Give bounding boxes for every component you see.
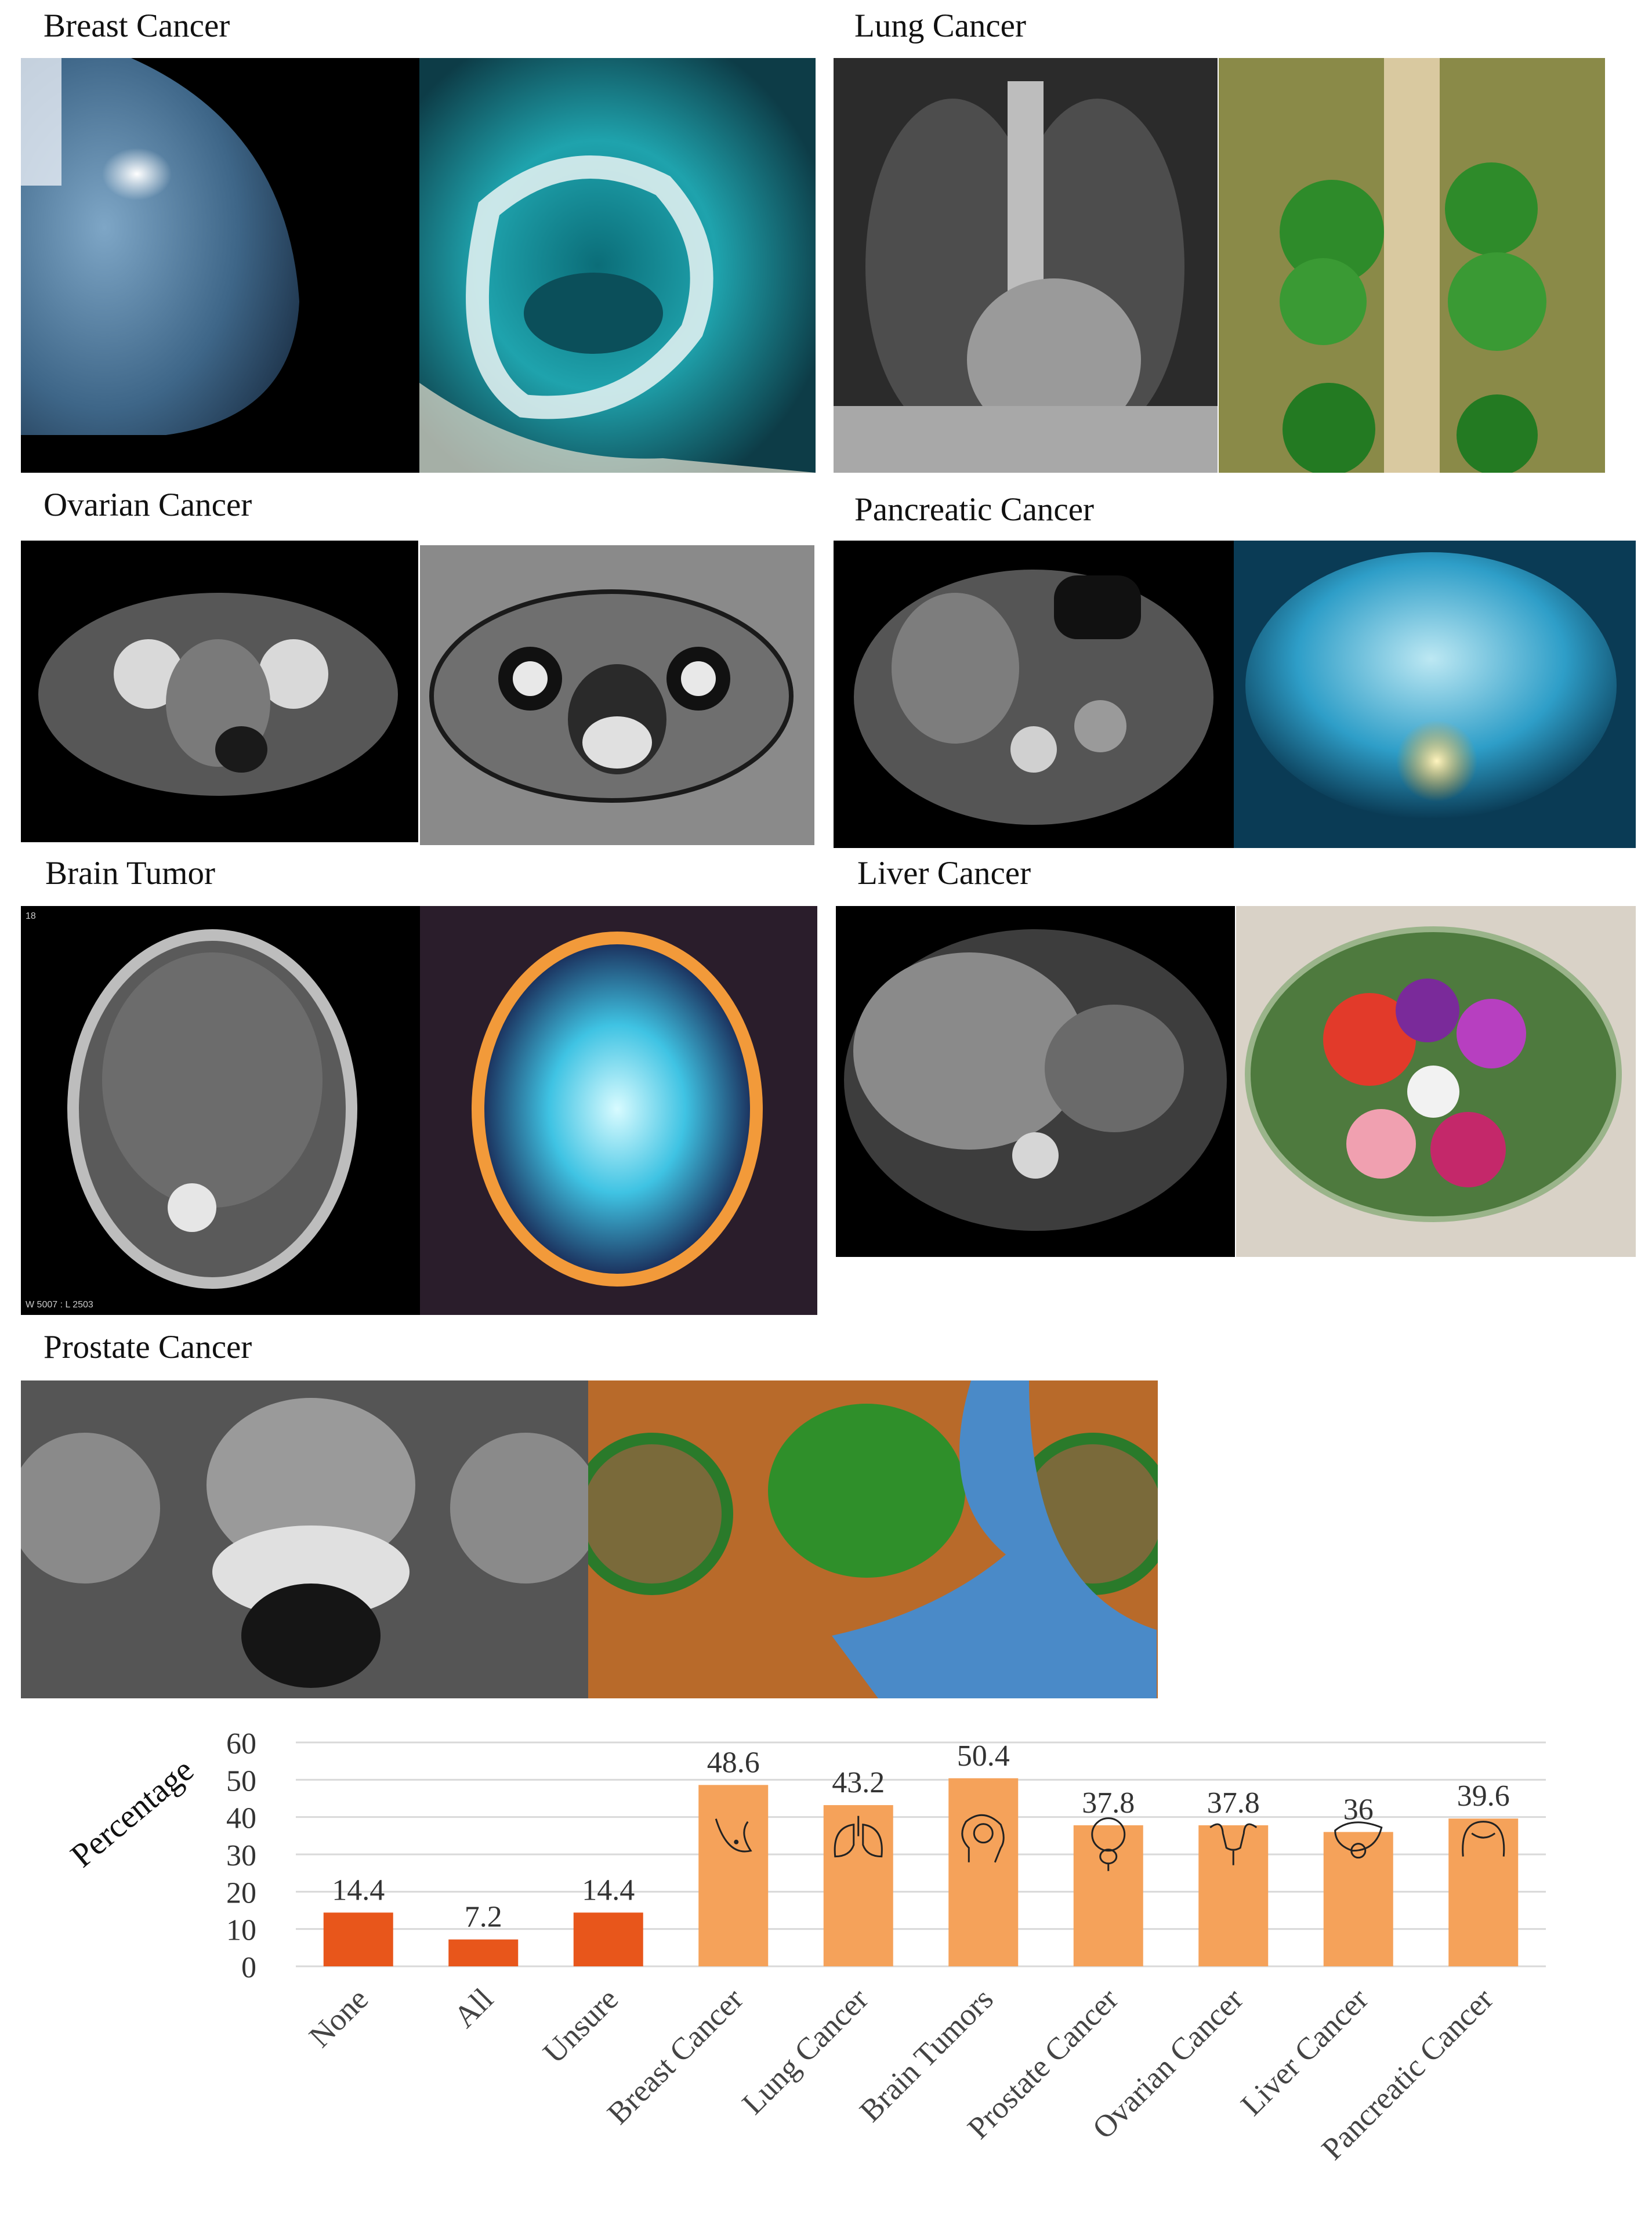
data-label: 14.4 bbox=[332, 1874, 385, 1907]
bar-ovarian-cancer bbox=[1198, 1825, 1269, 1966]
y-tick-label: 30 bbox=[226, 1839, 256, 1872]
panel-title-lung: Lung Cancer bbox=[854, 8, 1026, 44]
data-label: 48.6 bbox=[707, 1746, 760, 1779]
bar-prostate-cancer bbox=[1073, 1825, 1143, 1966]
panel-title-breast: Breast Cancer bbox=[44, 8, 230, 44]
pancreatic-ct-image bbox=[834, 541, 1234, 848]
x-tick-label: Breast Cancer bbox=[600, 1981, 750, 2131]
x-tick-label: None bbox=[302, 1981, 375, 2054]
liver-artwork-image bbox=[1236, 906, 1636, 1257]
pancreatic-artwork-image bbox=[1234, 541, 1636, 848]
lungs-icon bbox=[834, 1816, 883, 1858]
bar-liver-cancer bbox=[1323, 1832, 1393, 1966]
data-label: 37.8 bbox=[1207, 1787, 1260, 1820]
bar-none bbox=[323, 1912, 393, 1966]
percentage-bar-chart: 0 10 20 30 40 50 60 14.4 7.2 14.4 48.6 43.2 50.4 37.… bbox=[63, 1727, 1546, 2166]
data-label: 50.4 bbox=[957, 1740, 1010, 1773]
liver-ct-image bbox=[836, 906, 1235, 1257]
panel-title-ovarian: Ovarian Cancer bbox=[44, 487, 252, 523]
data-label: 7.2 bbox=[465, 1901, 502, 1934]
y-tick-label: 50 bbox=[226, 1764, 256, 1798]
pancreas-icon bbox=[1462, 1821, 1505, 1857]
lung-artwork-image bbox=[1219, 58, 1605, 473]
data-label: 43.2 bbox=[832, 1766, 885, 1799]
brain-mri-image: 18 W 5007 : L 2503 bbox=[21, 906, 420, 1315]
prostate-icon bbox=[1091, 1817, 1126, 1871]
panel-title-liver: Liver Cancer bbox=[857, 855, 1031, 892]
liver-icon bbox=[1334, 1821, 1383, 1859]
brain-head-icon bbox=[961, 1814, 1005, 1863]
scan-text-bottom: W 5007 : L 2503 bbox=[26, 1300, 93, 1310]
x-tick-label: Unsure bbox=[537, 1981, 625, 2070]
prostate-artwork-image bbox=[588, 1380, 1158, 1698]
data-label: 36 bbox=[1343, 1793, 1374, 1826]
ovarian-artwork-image bbox=[420, 545, 814, 845]
bar-breast-cancer bbox=[698, 1785, 769, 1966]
bar-pancreatic-cancer bbox=[1448, 1818, 1519, 1966]
brain-artwork-image bbox=[420, 906, 817, 1315]
y-axis-label: Percentage bbox=[63, 1751, 201, 1874]
breast-icon bbox=[715, 1818, 752, 1853]
panel-title-brain: Brain Tumor bbox=[45, 855, 215, 892]
data-label: 14.4 bbox=[582, 1874, 635, 1907]
bar-all bbox=[448, 1939, 519, 1966]
ovarian-ct-image bbox=[21, 541, 418, 842]
breast-mammogram-image bbox=[21, 58, 421, 473]
x-tick-label: All bbox=[447, 1981, 500, 2034]
y-tick-label: 60 bbox=[226, 1727, 256, 1760]
uterus-icon bbox=[1209, 1823, 1258, 1865]
panel-title-prostate: Prostate Cancer bbox=[44, 1329, 252, 1365]
lung-xray-image bbox=[834, 58, 1218, 473]
y-tick-label: 20 bbox=[226, 1876, 256, 1909]
y-tick-label: 10 bbox=[226, 1914, 256, 1947]
y-tick-label: 40 bbox=[226, 1802, 256, 1835]
scan-text-top: 18 bbox=[26, 911, 36, 921]
x-tick-label: Liver Cancer bbox=[1234, 1981, 1375, 2122]
breast-artwork-image bbox=[419, 58, 816, 473]
panel-title-pancreatic: Pancreatic Cancer bbox=[854, 491, 1094, 528]
prostate-mri-image bbox=[21, 1380, 589, 1698]
bar-brain-tumors bbox=[948, 1778, 1019, 1966]
bar-unsure bbox=[573, 1912, 643, 1966]
x-tick-label: Lung Cancer bbox=[736, 1981, 875, 2121]
data-label: 39.6 bbox=[1457, 1780, 1510, 1813]
y-tick-label: 0 bbox=[241, 1951, 256, 1984]
data-label: 37.8 bbox=[1082, 1787, 1135, 1820]
